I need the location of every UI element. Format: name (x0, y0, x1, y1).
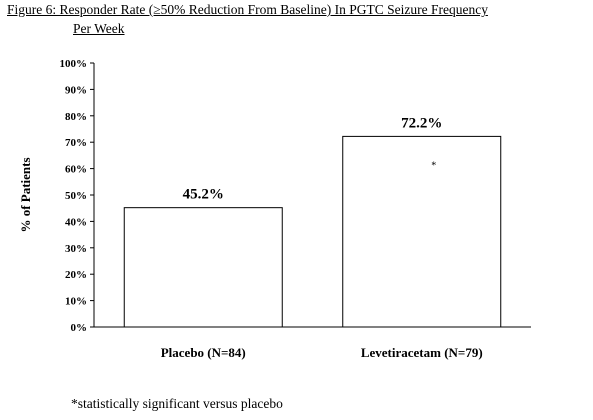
chart-title: Figure 6: Responder Rate (≥50% Reduction… (7, 0, 593, 38)
y-axis-ticks: 0% 10% 20% 30% 40% 50% 60% 70% 80% 90% 100% (60, 58, 94, 334)
y-axis-label: % of Patients (18, 157, 33, 232)
y-tick-label: 20% (65, 269, 87, 281)
y-tick-label: 0% (71, 322, 88, 334)
y-tick-label: 60% (65, 164, 87, 176)
y-tick-label: 70% (65, 137, 87, 149)
category-label: Levetiracetam (N=79) (361, 345, 483, 360)
bar-data-label: 45.2% (183, 187, 224, 203)
significance-marker: * (431, 160, 436, 171)
category-labels: Placebo (N=84) Levetiracetam (N=79) (161, 345, 483, 360)
bar-data-label: 72.2% (401, 115, 442, 131)
chart-title-line-1: Figure 6: Responder Rate (≥50% Reduction… (7, 2, 488, 17)
y-tick-label: 80% (65, 111, 87, 123)
bars (123, 135, 502, 328)
y-tick-label: 100% (60, 58, 88, 70)
y-tick-label: 40% (65, 216, 87, 228)
y-tick-label: 50% (65, 190, 87, 202)
category-label: Placebo (N=84) (161, 345, 246, 360)
y-tick-label: 90% (65, 84, 87, 96)
y-tick-label: 10% (65, 296, 87, 308)
footnote: *statistically significant versus placeb… (71, 396, 283, 411)
bar (123, 207, 283, 328)
bar (342, 135, 502, 328)
chart-title-line-2: Per Week (73, 21, 125, 36)
y-tick-label: 30% (65, 243, 87, 255)
bar-data-labels: 45.2% 72.2% * (183, 115, 443, 202)
